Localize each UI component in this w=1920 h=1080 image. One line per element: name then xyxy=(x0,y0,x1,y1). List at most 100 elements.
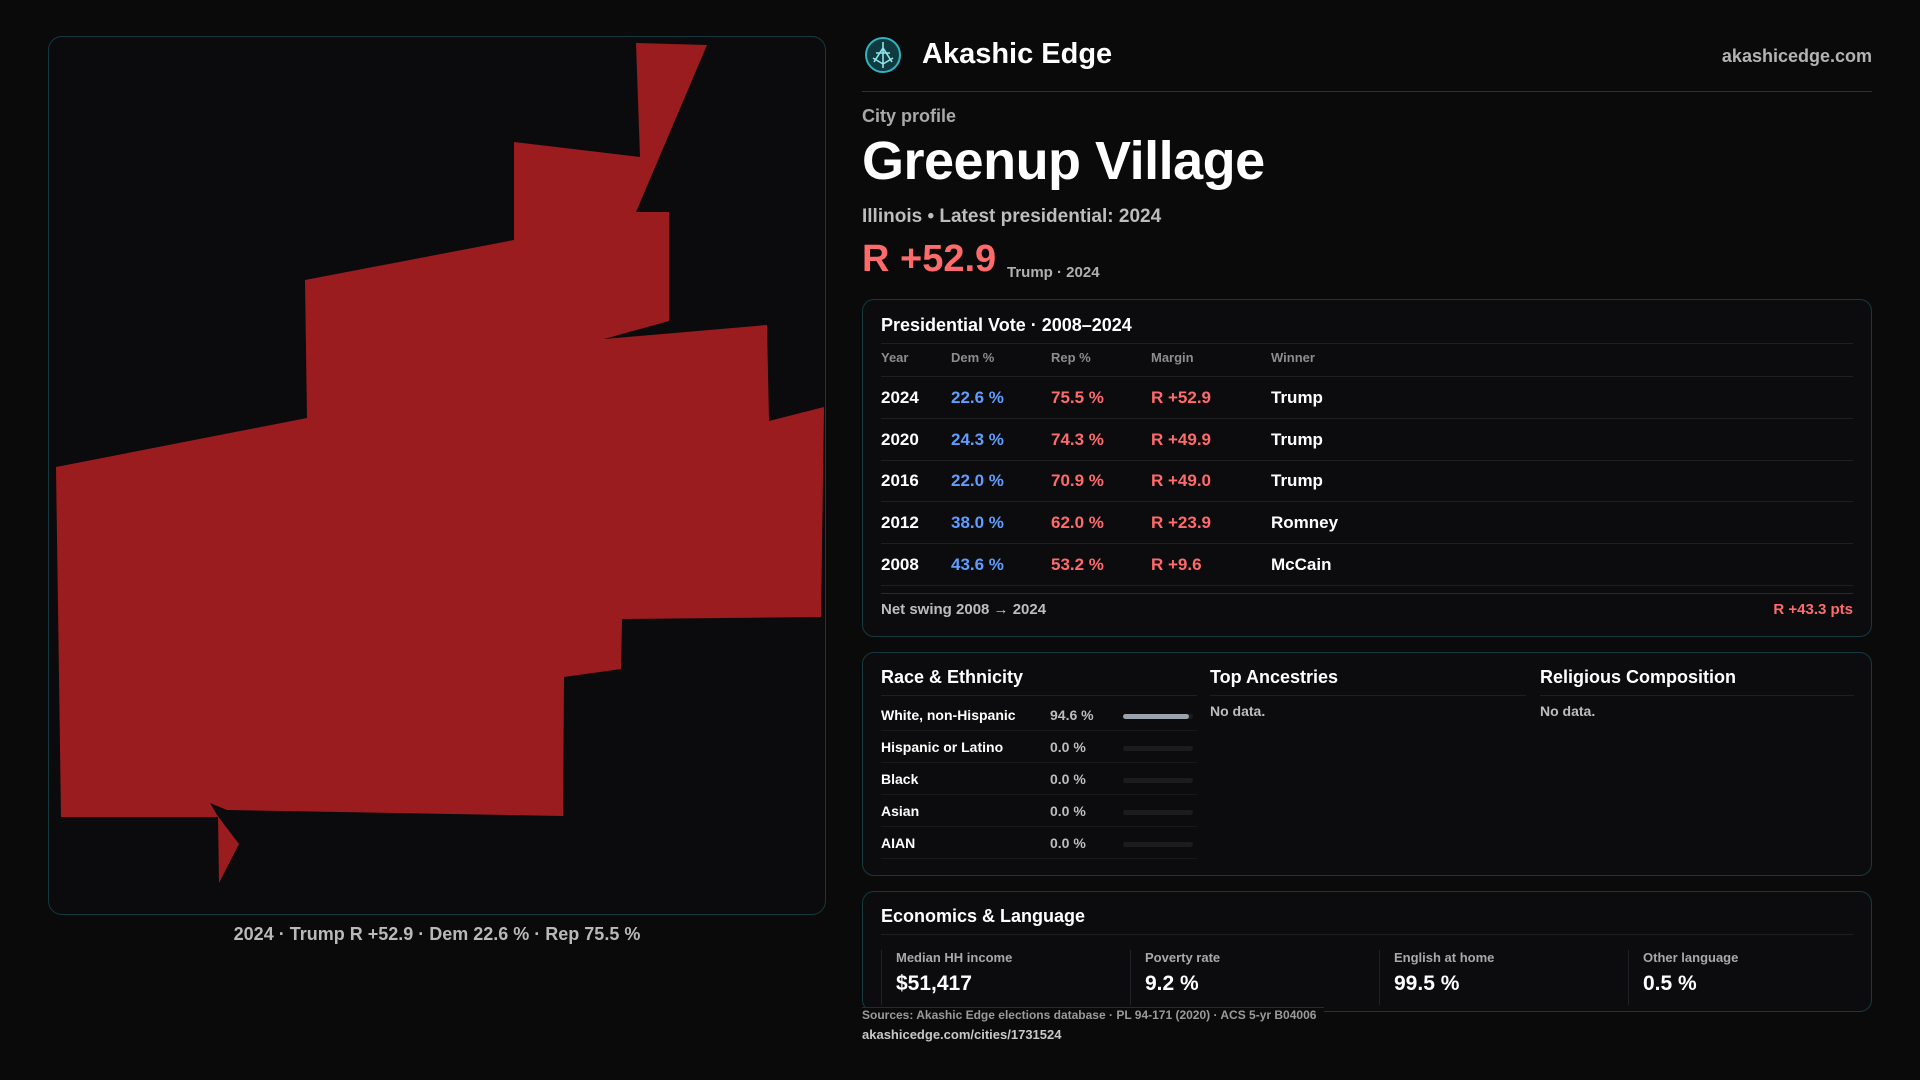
latest-margin: R +52.9 xyxy=(862,238,997,280)
sources-footnote: Sources: Akashic Edge elections database… xyxy=(862,1007,1324,1022)
cell-rep: 53.2 % xyxy=(1051,555,1104,574)
metric-label: Other language xyxy=(1643,950,1739,965)
cell-rep: 75.5 % xyxy=(1051,388,1104,407)
economics-language-card: Economics & Language Median HH income $5… xyxy=(862,891,1872,1012)
metric-english-at-home: English at home 99.5 % xyxy=(1379,950,1611,1005)
table-row: 2008 43.6 % 53.2 % R +9.6 McCain xyxy=(881,544,1853,586)
race-bar-track xyxy=(1123,810,1193,815)
race-ethnicity-title: Race & Ethnicity xyxy=(881,667,1024,687)
column-header-margin: Margin xyxy=(1151,350,1194,365)
cell-year: 2008 xyxy=(881,555,919,574)
cell-winner: Trump xyxy=(1271,430,1323,449)
city-subtitle: Illinois • Latest presidential: 2024 xyxy=(862,206,1162,227)
section-eyebrow: City profile xyxy=(862,106,957,126)
map-caption: 2024 · Trump R +52.9 · Dem 22.6 % · Rep … xyxy=(233,924,641,944)
religion-no-data: No data. xyxy=(1540,703,1596,719)
metric-label: Median HH income xyxy=(896,950,1013,965)
religious-composition-title: Religious Composition xyxy=(1540,667,1736,687)
race-label: AIAN xyxy=(881,835,916,851)
column-header-winner: Winner xyxy=(1271,350,1315,365)
table-row: 2024 22.6 % 75.5 % R +52.9 Trump xyxy=(881,377,1853,419)
site-header: Akashic Edge akashicedge.com xyxy=(862,34,1872,92)
divider xyxy=(881,695,1197,696)
metric-poverty-rate: Poverty rate 9.2 % xyxy=(1130,950,1362,1005)
cell-winner: McCain xyxy=(1271,555,1332,574)
race-bar-fill xyxy=(1123,714,1190,719)
race-value: 0.0 % xyxy=(1050,803,1086,819)
cell-year: 2020 xyxy=(881,430,919,449)
race-bar-track xyxy=(1123,746,1193,751)
metric-value: 99.5 % xyxy=(1394,972,1460,995)
cell-rep: 70.9 % xyxy=(1051,471,1104,490)
race-value: 94.6 % xyxy=(1050,707,1094,723)
religious-composition-section: Religious Composition No data. xyxy=(1540,653,1856,877)
metric-median-income: Median HH income $51,417 xyxy=(881,950,1113,1005)
divider xyxy=(881,460,1853,461)
economics-language-title: Economics & Language xyxy=(881,906,1086,926)
race-value: 0.0 % xyxy=(1050,835,1086,851)
cell-margin: R +49.9 xyxy=(1151,430,1212,449)
race-ethnicity-section: Race & Ethnicity White, non-Hispanic 94.… xyxy=(881,653,1197,877)
divider xyxy=(881,543,1853,544)
city-boundary-shape xyxy=(56,43,824,883)
cell-margin: R +49.0 xyxy=(1151,471,1212,490)
metric-value: 0.5 % xyxy=(1643,972,1697,995)
table-header: Year Dem % Rep % Margin Winner xyxy=(881,350,1853,366)
divider xyxy=(881,501,1853,502)
net-swing-label: Net swing 2008 → 2024 xyxy=(881,601,1047,618)
presidential-vote-title: Presidential Vote · 2008–2024 xyxy=(881,315,1132,335)
cell-rep: 74.3 % xyxy=(1051,430,1104,449)
latest-margin-note: Trump · 2024 xyxy=(1007,264,1100,281)
race-value: 0.0 % xyxy=(1050,771,1086,787)
demographics-card: Race & Ethnicity White, non-Hispanic 94.… xyxy=(862,652,1872,876)
net-swing-value: R +43.3 pts xyxy=(1773,601,1853,618)
divider xyxy=(881,343,1853,344)
cell-winner: Romney xyxy=(1271,513,1339,532)
divider xyxy=(881,585,1853,586)
metric-value: $51,417 xyxy=(896,972,972,995)
race-label: Hispanic or Latino xyxy=(881,739,1004,755)
race-bar-track xyxy=(1123,714,1193,719)
column-header-dem: Dem % xyxy=(951,350,995,365)
race-row: Black 0.0 % xyxy=(881,763,1197,795)
cell-dem: 22.0 % xyxy=(951,471,1004,490)
city-boundary-map xyxy=(48,36,826,915)
divider xyxy=(881,376,1853,377)
metric-value: 9.2 % xyxy=(1145,972,1199,995)
race-row: White, non-Hispanic 94.6 % xyxy=(881,699,1197,731)
top-ancestries-section: Top Ancestries No data. xyxy=(1210,653,1526,877)
brand-name[interactable]: Akashic Edge xyxy=(922,38,1113,70)
ancestries-no-data: No data. xyxy=(1210,703,1266,719)
cell-dem: 24.3 % xyxy=(951,430,1004,449)
table-row: 2016 22.0 % 70.9 % R +49.0 Trump xyxy=(881,460,1853,502)
cell-dem: 38.0 % xyxy=(951,513,1004,532)
race-row: AIAN 0.0 % xyxy=(881,827,1197,859)
cell-winner: Trump xyxy=(1271,388,1323,407)
metric-label: English at home xyxy=(1394,950,1495,965)
divider xyxy=(881,934,1853,935)
divider xyxy=(1210,695,1526,696)
divider xyxy=(1540,695,1854,696)
race-label: Asian xyxy=(881,803,920,819)
race-value: 0.0 % xyxy=(1050,739,1086,755)
cell-margin: R +52.9 xyxy=(1151,388,1212,407)
top-ancestries-title: Top Ancestries xyxy=(1210,667,1339,687)
divider xyxy=(881,418,1853,419)
page-title: Greenup Village xyxy=(862,131,1265,191)
cell-year: 2016 xyxy=(881,471,919,490)
city-profile-panel: Akashic Edge akashicedge.com City profil… xyxy=(862,0,1872,1080)
column-header-rep: Rep % xyxy=(1051,350,1091,365)
akashic-edge-logo-icon[interactable] xyxy=(864,36,902,74)
cell-margin: R +23.9 xyxy=(1151,513,1212,532)
source-link[interactable]: akashicedge.com/cities/1731524 xyxy=(862,1027,1062,1042)
race-row: Asian 0.0 % xyxy=(881,795,1197,827)
site-url[interactable]: akashicedge.com xyxy=(1721,46,1872,66)
table-row: 2012 38.0 % 62.0 % R +23.9 Romney xyxy=(881,502,1853,544)
cell-margin: R +9.6 xyxy=(1151,555,1202,574)
divider xyxy=(881,593,1853,594)
cell-year: 2024 xyxy=(881,388,919,407)
column-header-year: Year xyxy=(881,350,909,365)
race-bar-track xyxy=(1123,778,1193,783)
race-label: Black xyxy=(881,771,919,787)
race-row: Hispanic or Latino 0.0 % xyxy=(881,731,1197,763)
